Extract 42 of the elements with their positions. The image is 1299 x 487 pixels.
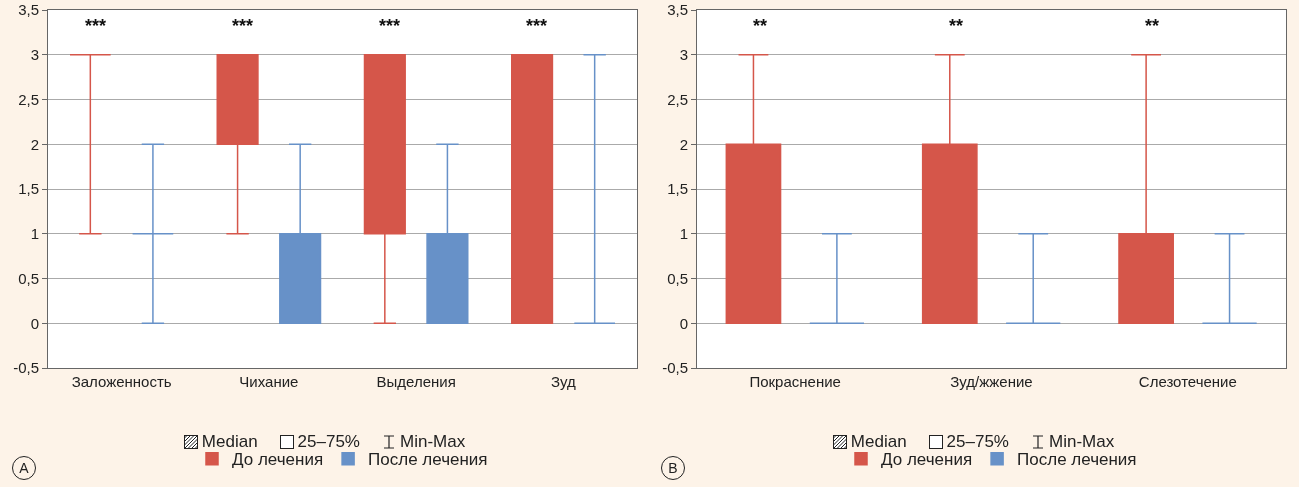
legend-label: После лечения: [1017, 450, 1137, 470]
y-tick-label: 0,5: [667, 269, 688, 287]
y-tick-label: 3: [679, 46, 688, 63]
y-tick-label: 3,5: [667, 1, 688, 19]
text: Min-Max: [399, 432, 466, 452]
annotation: ***: [85, 16, 107, 36]
annotation: **: [949, 16, 964, 36]
x-tick-label: Зуд/жжение: [950, 373, 1033, 390]
legend-label: До лечения: [232, 450, 324, 470]
x-tick-label: Слезотечение: [1138, 373, 1237, 390]
y-tick-label: 2,5: [667, 90, 688, 108]
y-tick-label: 2: [679, 135, 688, 153]
y-tick-label: -0,5: [13, 359, 39, 377]
y-tick-label: 1,5: [18, 180, 39, 198]
y-tick-label: 3,5: [18, 1, 39, 19]
x-tick-label: Покраснение: [749, 373, 841, 390]
y-tick-label: 2: [30, 135, 39, 153]
text: Median: [850, 432, 907, 452]
annotation: ***: [526, 16, 548, 36]
legend-label: До лечения: [881, 450, 973, 470]
y-tick-label: 2,5: [18, 90, 39, 108]
x-tick-label: Чихание: [239, 373, 299, 390]
y-tick-label: -0,5: [662, 359, 688, 377]
y-tick-label: 1: [30, 225, 39, 242]
text: 25–75%: [946, 432, 1009, 452]
annotation: ***: [379, 16, 401, 36]
legend-label: После лечения: [368, 450, 488, 470]
x-tick-label: Выделения: [376, 373, 456, 390]
annotation: ***: [232, 16, 254, 36]
text: 25–75%: [297, 432, 360, 452]
y-tick-label: 0,5: [18, 269, 39, 287]
text: Median: [201, 432, 258, 452]
annotation: **: [753, 16, 768, 36]
y-tick-label: 3: [30, 46, 39, 63]
y-tick-label: 0: [679, 314, 688, 332]
annotation: **: [1145, 16, 1160, 36]
y-tick-label: 0: [30, 314, 39, 332]
x-tick-label: Заложенность: [71, 373, 172, 390]
x-tick-label: Зуд: [550, 373, 577, 390]
text: Min-Max: [1048, 432, 1115, 452]
y-tick-label: 1,5: [667, 180, 688, 198]
y-tick-label: 1: [679, 225, 688, 242]
